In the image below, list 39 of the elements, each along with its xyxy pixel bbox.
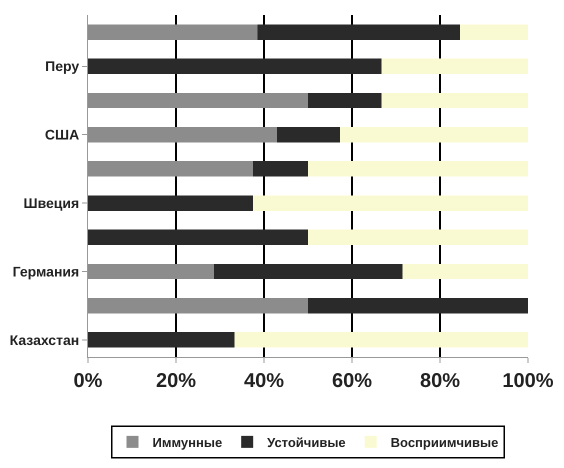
bar: [234, 332, 528, 348]
y-tick-label: Перу: [45, 58, 80, 74]
legend-label: Восприимчивые: [390, 434, 498, 450]
bar: [253, 195, 528, 211]
bar: [308, 92, 382, 108]
x-tick-label: 0%: [74, 370, 103, 392]
bar: [88, 24, 258, 40]
bar: [402, 264, 528, 280]
x-tick-label: 40%: [244, 370, 284, 392]
y-tick-label: Германия: [12, 263, 80, 280]
legend-label: Устойчивые: [267, 434, 346, 450]
bar: [277, 127, 340, 142]
bar: [88, 332, 235, 348]
bar: [308, 161, 528, 177]
y-tick-label: Казахстан: [10, 332, 80, 348]
bar: [88, 127, 278, 142]
bar: [88, 195, 253, 211]
bar: [253, 161, 308, 177]
bar: [88, 264, 214, 280]
bar: [340, 127, 528, 142]
x-tick-label: 100%: [502, 370, 554, 392]
x-tick-label: 20%: [156, 370, 196, 392]
x-tick-label: 60%: [332, 370, 372, 392]
bar: [88, 161, 253, 177]
bar: [308, 230, 528, 245]
bar: [88, 230, 308, 245]
bar: [381, 92, 528, 108]
legend-label: Иммунные: [152, 434, 222, 450]
bar: [88, 58, 382, 74]
bar: [257, 24, 460, 40]
y-tick-label: Швеция: [24, 195, 80, 211]
bar: [308, 298, 528, 314]
x-tick-label: 80%: [420, 370, 460, 392]
y-tick-label: США: [44, 126, 80, 143]
bar: [214, 264, 403, 280]
bar: [460, 24, 528, 40]
bar: [88, 298, 308, 314]
bar: [381, 58, 528, 74]
bar: [88, 92, 308, 108]
